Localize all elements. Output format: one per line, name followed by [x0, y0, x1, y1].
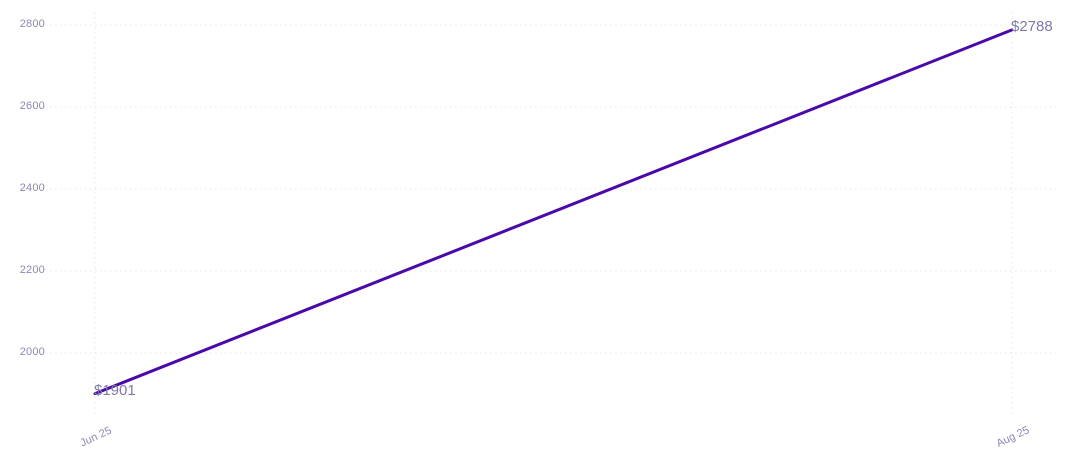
series-line-group: [93, 28, 1014, 396]
series-line: [93, 28, 1014, 396]
horizontal-gridlines: [50, 24, 1058, 354]
vertical-gridlines: [94, 12, 1013, 414]
